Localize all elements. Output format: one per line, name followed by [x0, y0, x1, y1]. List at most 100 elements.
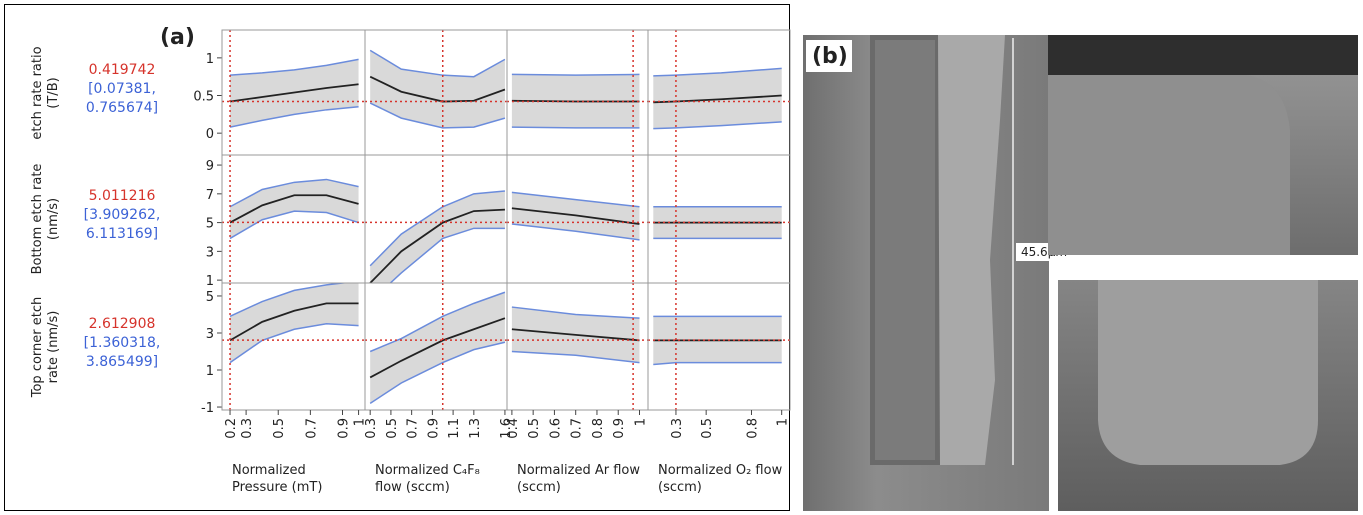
- interval-line: [511, 350, 640, 364]
- readout: 2.612908 [1.360318, 3.865499]: [74, 315, 170, 372]
- row-label: Top corner etch rate (nm/s): [30, 296, 61, 397]
- y-tick-label: 1: [206, 274, 214, 289]
- trench-bottom: [1098, 280, 1318, 465]
- column-label: Normalized O₂ flow (sccm): [658, 463, 783, 495]
- cell: [365, 283, 507, 410]
- x-tick-label: 1: [776, 418, 791, 426]
- mean-line: [511, 328, 640, 342]
- column-label: Normalized Pressure (mT): [232, 463, 323, 495]
- cell: [365, 155, 507, 283]
- sidewall: [938, 35, 1005, 465]
- confidence-band: [370, 292, 505, 404]
- y-tick-label: 0: [206, 127, 214, 142]
- x-tick-label: 0.9: [337, 418, 352, 439]
- cell: [222, 30, 365, 155]
- x-tick-label: 0.3: [364, 418, 379, 439]
- cell: [648, 283, 790, 410]
- interval-line: [653, 361, 782, 366]
- x-tick-label: 0.9: [426, 418, 441, 439]
- cell-frame: [647, 282, 791, 411]
- confidence-interval: [3.909262, 6.113169]: [83, 207, 161, 242]
- predicted-value: 0.419742: [88, 61, 156, 78]
- trench-floor: [875, 40, 935, 460]
- mean-line: [369, 208, 505, 283]
- x-tick-label: 1.1: [447, 418, 462, 439]
- interval-line: [229, 106, 359, 128]
- confidence-band: [230, 283, 359, 363]
- x-tick-label: 1.6: [499, 418, 514, 439]
- x-tick-label: 1.3: [468, 418, 483, 439]
- predicted-value: 5.011216: [88, 188, 156, 204]
- mean-line: [229, 302, 359, 342]
- cell: [648, 30, 790, 155]
- panel-label: (a): [160, 25, 195, 50]
- cell: [507, 155, 648, 283]
- x-tick-label: 1: [633, 418, 648, 426]
- panel-label: (b): [812, 44, 848, 69]
- sem-images: 45.6µm (b): [803, 35, 1358, 511]
- y-tick-label: 3: [206, 245, 214, 260]
- predicted-value: 2.612908: [88, 315, 156, 332]
- interval-line: [229, 58, 359, 76]
- x-tick-label: 0.8: [745, 418, 760, 439]
- y-tick-label: 1: [206, 364, 214, 379]
- interval-line: [369, 341, 506, 404]
- mean-line: [369, 317, 506, 379]
- row-label: etch rate ratio (T/B): [30, 45, 61, 140]
- cell: [365, 30, 507, 155]
- x-tick-label: 0.3: [240, 418, 255, 439]
- x-tick-label: 0.5: [527, 418, 542, 439]
- interval-line: [511, 306, 640, 319]
- x-tick-label: 0.6: [548, 418, 563, 439]
- interval-line: [369, 291, 506, 353]
- interval-line: [511, 223, 640, 241]
- y-tick-label: 3: [206, 327, 214, 342]
- y-tick-label: 1: [206, 52, 214, 67]
- interval-line: [229, 322, 359, 364]
- row-label: Bottom etch rate (nm/s): [30, 163, 61, 275]
- cell: [222, 155, 365, 283]
- interval-line: [511, 191, 640, 208]
- cell: [222, 283, 365, 410]
- x-tick-label: 0.2: [224, 418, 239, 439]
- x-tick-label: 0.8: [591, 418, 606, 439]
- x-tick-label: 0.7: [406, 418, 421, 439]
- y-tick-label: -1: [201, 401, 214, 416]
- mean-line: [229, 194, 359, 224]
- sem-background: [1048, 35, 1358, 75]
- mean-line: [511, 207, 640, 225]
- x-tick-label: 0.9: [612, 418, 627, 439]
- y-tick-label: 5: [206, 217, 214, 232]
- mean-line: [229, 83, 359, 103]
- readout: 0.419742 [0.07381, 0.765674]: [74, 61, 170, 118]
- interval-line: [653, 121, 782, 130]
- x-tick-label: 0.7: [570, 418, 585, 439]
- x-tick-label: 0.3: [670, 418, 685, 439]
- interval-line: [511, 126, 640, 129]
- interval-line: [229, 283, 350, 318]
- column-label: Normalized C₄F₈ flow (sccm): [375, 463, 480, 495]
- label-box: [806, 40, 852, 72]
- readout: 5.011216 [3.909262, 6.113169]: [74, 187, 170, 244]
- interval-line: [511, 73, 640, 76]
- column-label: Normalized Ar flow (sccm): [517, 463, 640, 495]
- interval-line: [229, 210, 359, 240]
- y-tick-label: 0.5: [193, 90, 214, 105]
- interval-line: [653, 67, 782, 77]
- cell: [507, 30, 648, 155]
- interval-line: [369, 102, 506, 129]
- x-tick-label: 0.5: [385, 418, 400, 439]
- confidence-interval: [0.07381, 0.765674]: [85, 80, 159, 116]
- x-tick-label: 1: [353, 418, 368, 426]
- confidence-band: [230, 179, 359, 239]
- y-tick-label: 9: [206, 159, 214, 174]
- y-tick-label: 7: [206, 188, 214, 203]
- cell: [507, 283, 648, 410]
- interval-line: [229, 178, 359, 208]
- y-tick-label: 5: [206, 290, 214, 305]
- mean-line: [511, 99, 640, 103]
- x-tick-label: 0.5: [700, 418, 715, 439]
- x-tick-label: 0.7: [304, 418, 319, 439]
